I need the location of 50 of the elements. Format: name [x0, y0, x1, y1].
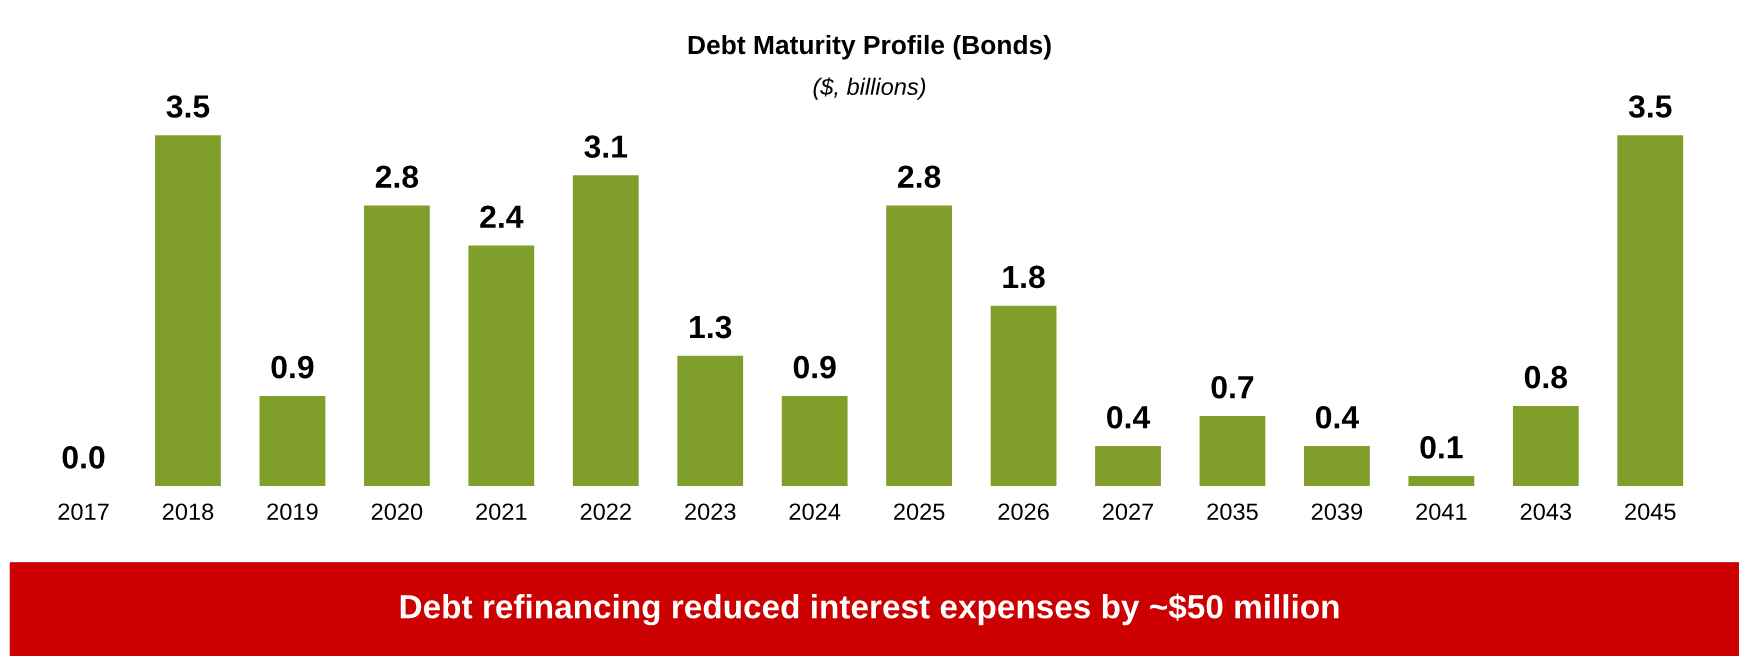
x-tick-label: 2017	[58, 503, 109, 521]
x-tick-label: 2041	[1416, 503, 1467, 521]
x-tick-label: 2025	[894, 503, 945, 521]
x-tick-label: 2019	[267, 503, 318, 521]
bar	[1617, 135, 1684, 487]
data-label: 2.8	[898, 165, 941, 188]
text: Debt refinancing reduced interest expenses by ~$50 million	[400, 593, 1339, 626]
bar	[155, 135, 221, 487]
chart-title: Debt Maturity Profile (Bonds)	[688, 34, 1051, 60]
chart-subtitle: ($, billions)	[813, 77, 926, 100]
x-tick-label: 2039	[1311, 503, 1363, 521]
x-tick-label: 2045	[1625, 503, 1676, 521]
bar	[677, 355, 744, 487]
data-label: 1.3	[690, 315, 732, 339]
data-label: 2.8	[375, 165, 419, 188]
data-label: 0.8	[1524, 365, 1568, 389]
x-tick-label: 2021	[476, 503, 527, 521]
bar	[886, 205, 953, 487]
bar	[1199, 415, 1266, 487]
bar	[1512, 405, 1579, 487]
x-tick-label: 2026	[998, 503, 1049, 521]
data-label: 0.9	[271, 355, 314, 379]
data-label: 0.9	[793, 355, 836, 379]
bar	[990, 305, 1057, 487]
x-tick-label: 2027	[1102, 503, 1154, 521]
bar	[1304, 446, 1370, 487]
data-label: 3.5	[1628, 95, 1672, 118]
data-label: 0.0	[62, 446, 105, 469]
data-label: 3.1	[584, 135, 628, 158]
data-label: 0.7	[1211, 375, 1254, 399]
data-label: 2.4	[480, 205, 524, 228]
x-tick-label: 2018	[162, 503, 214, 521]
x-tick-label: 2024	[789, 503, 841, 521]
bar	[363, 205, 430, 487]
bar	[259, 395, 326, 487]
x-tick-label: 2022	[580, 503, 631, 521]
bar	[1408, 476, 1475, 487]
data-label: 0.1	[1420, 436, 1463, 459]
bar	[468, 245, 535, 487]
data-label: 0.4	[1107, 405, 1151, 429]
x-tick-label: 2035	[1207, 503, 1258, 521]
x-tick-label: 2043	[1520, 503, 1572, 521]
bar	[1095, 446, 1161, 487]
bar	[572, 175, 639, 487]
x-tick-label: 2023	[685, 503, 736, 521]
data-label: 1.8	[1003, 265, 1045, 289]
data-label: 3.5	[166, 95, 210, 118]
data-label: 0.4	[1315, 405, 1359, 429]
bar	[781, 395, 848, 487]
x-tick-label: 2020	[371, 503, 423, 521]
